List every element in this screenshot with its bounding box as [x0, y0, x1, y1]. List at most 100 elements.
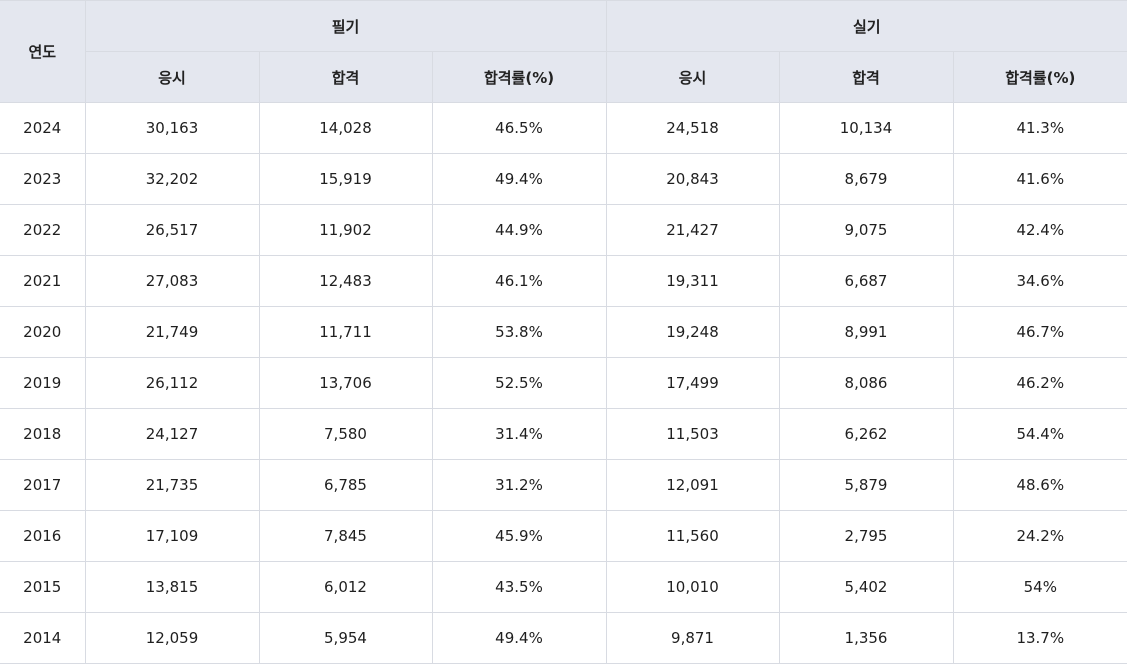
practical-exam-header: 실기	[605, 0, 1127, 52]
table-row: 2016 17,109 7,845 45.9% 11,560 2,795 24.2%	[0, 510, 1127, 562]
table-row: 2020 21,749 11,711 53.8% 19,248 8,991 46.7%	[0, 306, 1127, 358]
written-passed-cell: 6,785	[258, 459, 433, 511]
written-pass-rate-cell: 49.4%	[431, 612, 607, 664]
year-cell: 2014	[0, 612, 86, 664]
practical-applicants-cell: 19,311	[605, 255, 780, 307]
written-applicants-cell: 17,109	[84, 510, 260, 562]
written-pass-rate-cell: 43.5%	[431, 561, 607, 613]
year-cell: 2015	[0, 561, 86, 613]
practical-applicants-cell: 9,871	[605, 612, 780, 664]
practical-pass-rate-cell: 41.6%	[952, 153, 1127, 205]
written-applicants-cell: 26,517	[84, 204, 260, 256]
practical-applicants-cell: 17,499	[605, 357, 780, 409]
written-applicants-cell: 32,202	[84, 153, 260, 205]
practical-applicants-cell: 11,560	[605, 510, 780, 562]
year-cell: 2021	[0, 255, 86, 307]
written-applicants-cell: 13,815	[84, 561, 260, 613]
written-applicants-cell: 21,749	[84, 306, 260, 358]
written-passed-cell: 6,012	[258, 561, 433, 613]
year-cell: 2016	[0, 510, 86, 562]
table-row: 2015 13,815 6,012 43.5% 10,010 5,402 54%	[0, 561, 1127, 613]
year-cell: 2024	[0, 102, 86, 154]
practical-pass-rate-cell: 13.7%	[952, 612, 1127, 664]
year-header: 연도	[0, 0, 86, 103]
practical-pass-rate-cell: 41.3%	[952, 102, 1127, 154]
table-row: 2024 30,163 14,028 46.5% 24,518 10,134 41.3%	[0, 102, 1127, 154]
written-pass-rate-cell: 53.8%	[431, 306, 607, 358]
practical-pass-rate-cell: 24.2%	[952, 510, 1127, 562]
written-pass-rate-cell: 46.1%	[431, 255, 607, 307]
written-applicants-cell: 30,163	[84, 102, 260, 154]
practical-pass-rate-cell: 42.4%	[952, 204, 1127, 256]
practical-passed-header: 합격	[778, 51, 954, 103]
practical-applicants-cell: 21,427	[605, 204, 780, 256]
year-cell: 2018	[0, 408, 86, 460]
practical-passed-cell: 6,262	[778, 408, 954, 460]
table-row: 2018 24,127 7,580 31.4% 11,503 6,262 54.4%	[0, 408, 1127, 460]
practical-pass-rate-cell: 46.2%	[952, 357, 1127, 409]
written-passed-header: 합격	[258, 51, 433, 103]
practical-applicants-cell: 12,091	[605, 459, 780, 511]
year-cell: 2022	[0, 204, 86, 256]
written-passed-cell: 11,711	[258, 306, 433, 358]
table-body: 2024 30,163 14,028 46.5% 24,518 10,134 41.3% 20…	[0, 102, 1127, 664]
practical-pass-rate-cell: 54%	[952, 561, 1127, 613]
written-applicants-cell: 21,735	[84, 459, 260, 511]
year-cell: 2020	[0, 306, 86, 358]
year-cell: 2023	[0, 153, 86, 205]
written-applicants-cell: 24,127	[84, 408, 260, 460]
practical-passed-cell: 2,795	[778, 510, 954, 562]
practical-pass-rate-header: 합격률(%)	[952, 51, 1127, 103]
written-passed-cell: 12,483	[258, 255, 433, 307]
practical-pass-rate-cell: 54.4%	[952, 408, 1127, 460]
practical-applicants-cell: 10,010	[605, 561, 780, 613]
header-row-groups: 연도 필기 실기	[0, 0, 1127, 103]
written-pass-rate-header: 합격률(%)	[431, 51, 607, 103]
practical-passed-cell: 10,134	[778, 102, 954, 154]
written-passed-cell: 14,028	[258, 102, 433, 154]
year-cell: 2019	[0, 357, 86, 409]
practical-passed-cell: 1,356	[778, 612, 954, 664]
table-row: 2014 12,059 5,954 49.4% 9,871 1,356 13.7%	[0, 612, 1127, 664]
written-passed-cell: 5,954	[258, 612, 433, 664]
written-pass-rate-cell: 49.4%	[431, 153, 607, 205]
written-passed-cell: 15,919	[258, 153, 433, 205]
table-row: 2022 26,517 11,902 44.9% 21,427 9,075 42.4%	[0, 204, 1127, 256]
written-pass-rate-cell: 31.4%	[431, 408, 607, 460]
practical-pass-rate-cell: 48.6%	[952, 459, 1127, 511]
table-row: 2019 26,112 13,706 52.5% 17,499 8,086 46.2%	[0, 357, 1127, 409]
written-exam-header: 필기	[84, 0, 607, 52]
table-header: 연도 필기 실기 응시 합격 합격률(%) 응시 합격 합격률(%)	[0, 0, 1127, 103]
practical-applicants-cell: 11,503	[605, 408, 780, 460]
written-applicants-header: 응시	[85, 51, 260, 103]
practical-passed-cell: 5,879	[778, 459, 954, 511]
practical-applicants-cell: 19,248	[605, 306, 780, 358]
practical-applicants-header: 응시	[605, 51, 780, 103]
written-passed-cell: 7,845	[258, 510, 433, 562]
table-row: 2017 21,735 6,785 31.2% 12,091 5,879 48.6%	[0, 459, 1127, 511]
written-passed-cell: 7,580	[258, 408, 433, 460]
written-pass-rate-cell: 31.2%	[431, 459, 607, 511]
practical-passed-cell: 8,679	[778, 153, 954, 205]
practical-passed-cell: 9,075	[778, 204, 954, 256]
year-cell: 2017	[0, 459, 86, 511]
written-pass-rate-cell: 45.9%	[431, 510, 607, 562]
table-row: 2023 32,202 15,919 49.4% 20,843 8,679 41.6%	[0, 153, 1127, 205]
practical-passed-cell: 8,991	[778, 306, 954, 358]
header-row-columns: 응시 합격 합격률(%) 응시 합격 합격률(%)	[0, 51, 1127, 103]
written-pass-rate-cell: 46.5%	[431, 102, 607, 154]
written-passed-cell: 11,902	[258, 204, 433, 256]
practical-applicants-cell: 20,843	[605, 153, 780, 205]
written-applicants-cell: 12,059	[84, 612, 260, 664]
practical-passed-cell: 6,687	[778, 255, 954, 307]
practical-pass-rate-cell: 34.6%	[952, 255, 1127, 307]
written-applicants-cell: 27,083	[84, 255, 260, 307]
practical-passed-cell: 8,086	[778, 357, 954, 409]
practical-pass-rate-cell: 46.7%	[952, 306, 1127, 358]
written-pass-rate-cell: 44.9%	[431, 204, 607, 256]
written-pass-rate-cell: 52.5%	[431, 357, 607, 409]
practical-passed-cell: 5,402	[778, 561, 954, 613]
table-row: 2021 27,083 12,483 46.1% 19,311 6,687 34.6%	[0, 255, 1127, 307]
written-passed-cell: 13,706	[258, 357, 433, 409]
written-applicants-cell: 26,112	[84, 357, 260, 409]
